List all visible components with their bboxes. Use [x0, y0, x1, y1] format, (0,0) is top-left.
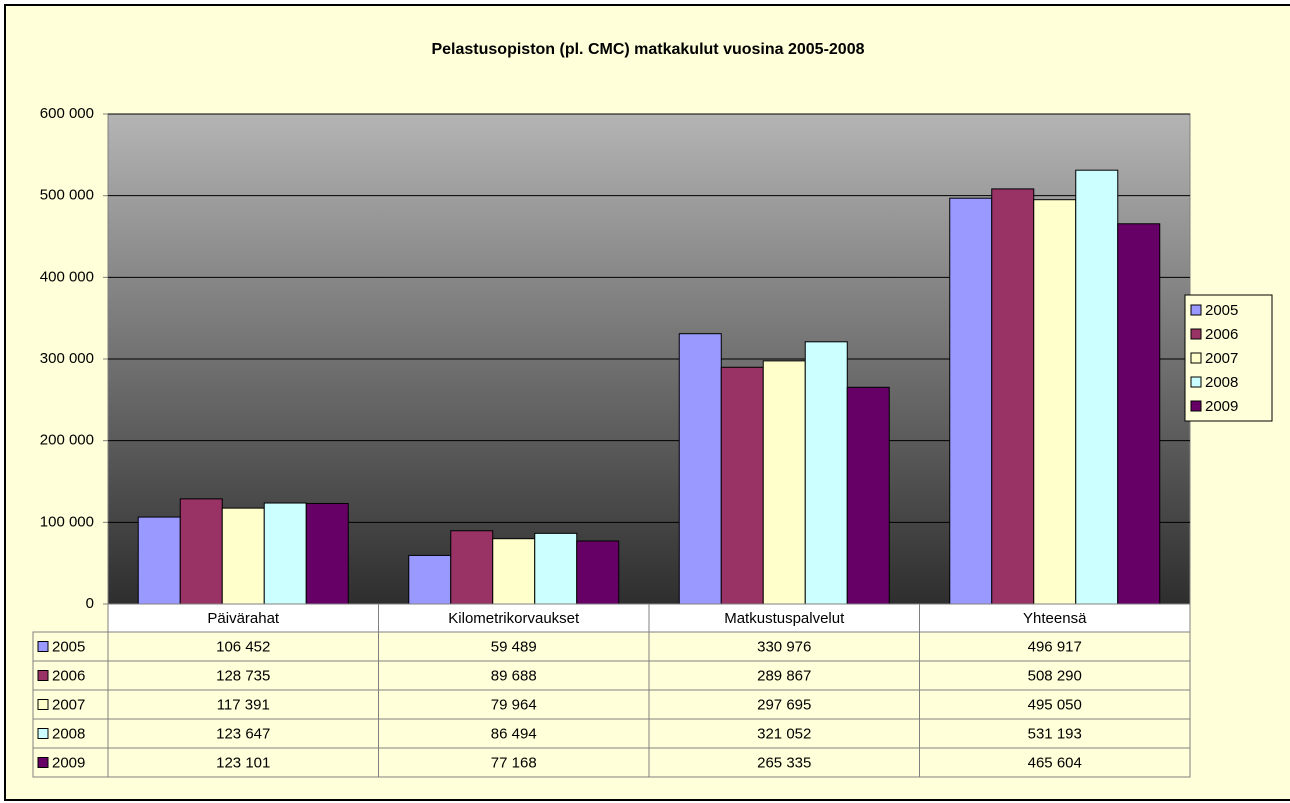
legend-key — [37, 670, 49, 681]
table-value: 330 976 — [757, 638, 811, 655]
table-value: 117 391 — [217, 696, 270, 713]
y-tick-label: 400 000 — [40, 268, 94, 285]
legend-key — [1190, 352, 1202, 364]
table-value: 59 489 — [491, 638, 537, 655]
legend-key — [37, 699, 49, 710]
y-tick-label: 100 000 — [40, 513, 94, 530]
bar — [408, 554, 452, 605]
legend-key — [37, 641, 49, 652]
table-row-label: 2009 — [52, 754, 85, 771]
legend-label: 2008 — [1205, 374, 1238, 391]
bar — [1033, 199, 1077, 605]
legend-key — [37, 728, 49, 739]
table-value: 531 193 — [1028, 725, 1082, 742]
table-value: 86 494 — [491, 725, 537, 742]
table-value: 106 452 — [216, 638, 270, 655]
legend-label: 2007 — [1205, 350, 1238, 367]
bar — [450, 530, 494, 605]
y-tick-label: 0 — [86, 595, 94, 612]
legend-key — [1190, 328, 1202, 340]
table-value: 508 290 — [1028, 667, 1082, 684]
legend-label: 2005 — [1205, 302, 1238, 319]
bar — [305, 502, 349, 605]
x-tick-label: Matkustuspalvelut — [724, 610, 845, 627]
bar — [492, 538, 536, 605]
y-tick-label: 200 000 — [40, 432, 94, 449]
legend-label: 2009 — [1205, 398, 1238, 415]
x-tick-label: Päivärahat — [207, 610, 280, 627]
bar — [534, 532, 578, 605]
bar — [179, 498, 223, 605]
table-value: 496 917 — [1028, 638, 1082, 655]
table-row-label: 2005 — [52, 638, 85, 655]
legend-key — [1190, 376, 1202, 388]
table-value: 123 101 — [216, 754, 270, 771]
bar — [1075, 169, 1119, 605]
chart-title: Pelastusopiston (pl. CMC) matkakulut vuo… — [431, 41, 864, 58]
bar — [576, 540, 620, 605]
bar — [137, 516, 181, 605]
table-value: 465 604 — [1028, 754, 1082, 771]
y-tick-label: 500 000 — [40, 187, 94, 204]
table-value: 289 867 — [757, 667, 811, 684]
y-tick-label: 300 000 — [40, 350, 94, 367]
legend-key — [1190, 304, 1202, 316]
bar — [678, 333, 722, 605]
table-value: 77 168 — [491, 754, 537, 771]
bar — [804, 341, 848, 605]
table-row-label: 2006 — [52, 667, 85, 684]
bar — [991, 188, 1035, 605]
y-tick-label: 600 000 — [40, 105, 94, 122]
bar — [762, 360, 806, 605]
table-value: 495 050 — [1028, 696, 1082, 713]
bar — [846, 386, 890, 605]
table-value: 265 335 — [757, 754, 811, 771]
legend-key — [37, 757, 49, 768]
bar — [949, 197, 993, 605]
bar — [263, 502, 307, 605]
legend-label: 2006 — [1205, 326, 1238, 343]
table-value: 89 688 — [491, 667, 537, 684]
bar — [1117, 223, 1161, 605]
bar — [221, 507, 265, 605]
table-value: 297 695 — [757, 696, 811, 713]
table-row-label: 2007 — [52, 696, 85, 713]
x-tick-label: Kilometrikorvaukset — [448, 610, 580, 627]
table-value: 128 735 — [216, 667, 270, 684]
legend-key — [1190, 400, 1202, 412]
table-value: 123 647 — [216, 725, 270, 742]
table-row-label: 2008 — [52, 725, 85, 742]
table-value: 79 964 — [491, 696, 537, 713]
x-tick-label: Yhteensä — [1023, 610, 1087, 627]
table-value: 321 052 — [757, 725, 811, 742]
bar — [720, 366, 764, 605]
